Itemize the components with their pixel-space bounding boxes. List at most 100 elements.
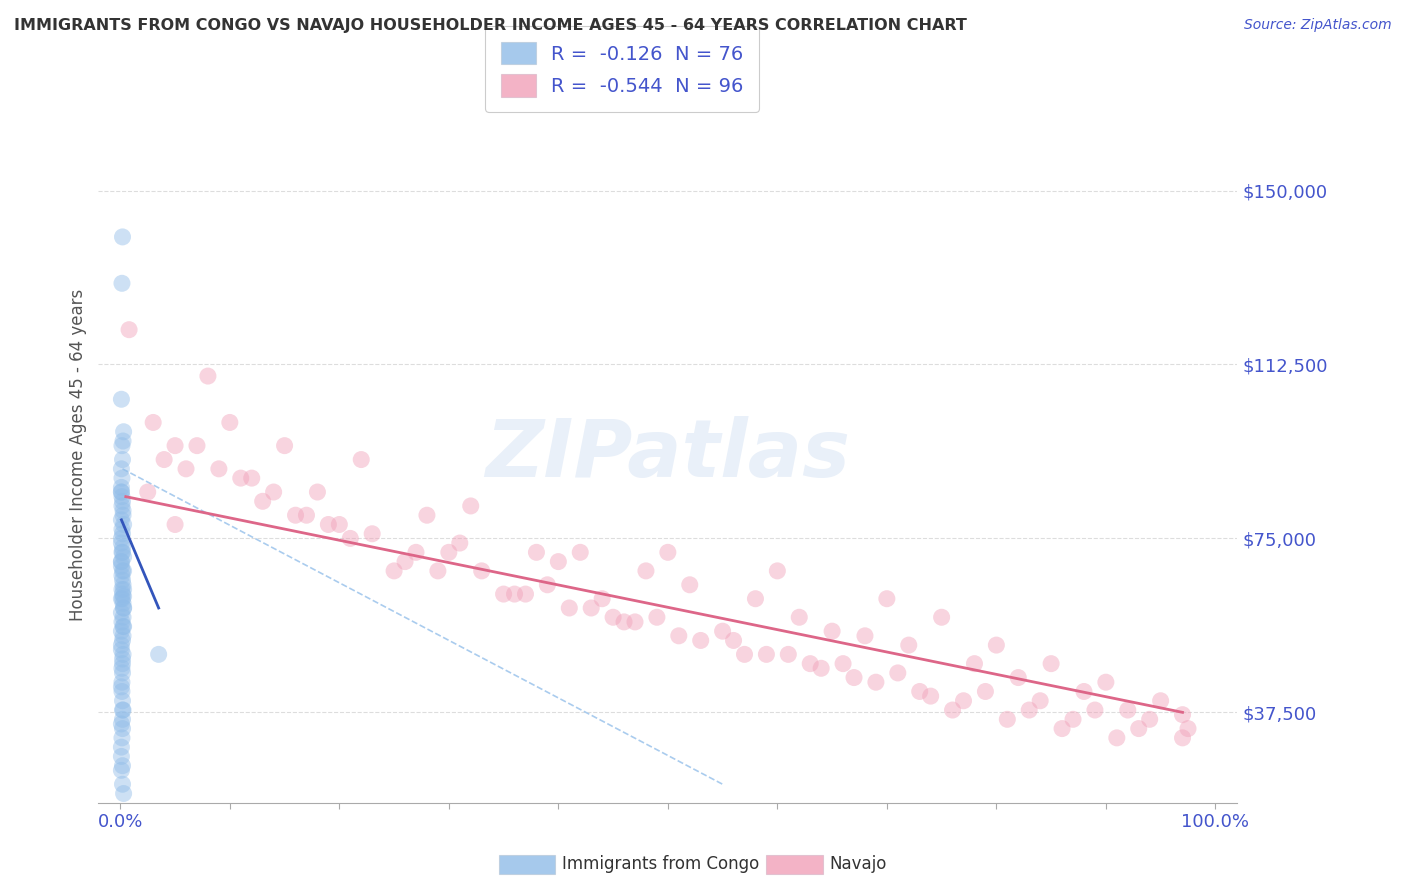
Point xyxy=(118,323,141,337)
Point xyxy=(111,591,134,606)
Point xyxy=(111,703,134,717)
Point xyxy=(110,485,132,500)
Point xyxy=(110,591,132,606)
Point xyxy=(111,564,134,578)
Point xyxy=(111,526,134,541)
Point xyxy=(110,555,132,569)
Point xyxy=(536,578,558,592)
Point xyxy=(263,485,285,500)
Point xyxy=(111,661,134,675)
Point xyxy=(1084,703,1107,717)
Point xyxy=(111,722,134,736)
Text: Immigrants from Congo: Immigrants from Congo xyxy=(562,855,759,873)
Point xyxy=(218,416,240,430)
Point xyxy=(952,694,974,708)
Point xyxy=(111,633,134,648)
Point xyxy=(112,703,135,717)
Point xyxy=(876,591,898,606)
Point xyxy=(112,648,135,662)
Point xyxy=(111,657,134,671)
Point xyxy=(111,499,134,513)
Point xyxy=(624,615,647,629)
Point xyxy=(547,555,569,569)
Point xyxy=(111,684,134,698)
Point xyxy=(382,564,405,578)
Point xyxy=(810,661,832,675)
Point xyxy=(111,490,134,504)
Text: Navajo: Navajo xyxy=(830,855,887,873)
Point xyxy=(110,717,132,731)
Point xyxy=(110,749,132,764)
Point xyxy=(112,590,135,604)
Point xyxy=(908,684,931,698)
Point xyxy=(1062,712,1084,726)
Point xyxy=(284,508,307,523)
Point xyxy=(339,532,361,546)
Point xyxy=(111,494,134,508)
Point xyxy=(842,671,865,685)
Point xyxy=(240,471,263,485)
Point xyxy=(657,545,679,559)
Point xyxy=(689,633,711,648)
Point xyxy=(942,703,965,717)
Point xyxy=(821,624,844,639)
Point xyxy=(579,601,602,615)
Point xyxy=(887,665,910,680)
Point xyxy=(112,619,135,633)
Point xyxy=(112,787,135,801)
Point xyxy=(111,675,134,690)
Point xyxy=(569,545,592,559)
Point xyxy=(668,629,690,643)
Point xyxy=(755,648,778,662)
Point xyxy=(111,665,134,680)
Point xyxy=(766,564,789,578)
Point xyxy=(112,578,135,592)
Point xyxy=(350,452,373,467)
Y-axis label: Householder Income Ages 45 - 64 years: Householder Income Ages 45 - 64 years xyxy=(69,289,87,621)
Point xyxy=(112,425,135,439)
Point xyxy=(1029,694,1052,708)
Text: ZIPatlas: ZIPatlas xyxy=(485,416,851,494)
Point xyxy=(148,648,170,662)
Point xyxy=(111,694,134,708)
Point xyxy=(318,517,340,532)
Point xyxy=(112,508,135,523)
Point xyxy=(112,434,135,448)
Point xyxy=(799,657,821,671)
Point xyxy=(558,601,581,615)
Point xyxy=(1018,703,1040,717)
Point xyxy=(111,777,134,791)
Point xyxy=(361,526,384,541)
Point xyxy=(437,545,460,559)
Point xyxy=(307,485,329,500)
Point xyxy=(405,545,427,559)
Point xyxy=(1007,671,1029,685)
Point xyxy=(865,675,887,690)
Point xyxy=(111,573,134,587)
Point xyxy=(602,610,624,624)
Point xyxy=(110,638,132,652)
Legend: R =  -0.126  N = 76, R =  -0.544  N = 96: R = -0.126 N = 76, R = -0.544 N = 96 xyxy=(485,26,759,112)
Point xyxy=(591,591,613,606)
Point xyxy=(1139,712,1161,726)
Point xyxy=(832,657,855,671)
Point xyxy=(112,582,135,597)
Point xyxy=(165,517,187,532)
Point xyxy=(110,555,132,569)
Point xyxy=(111,615,134,629)
Text: IMMIGRANTS FROM CONGO VS NAVAJO HOUSEHOLDER INCOME AGES 45 - 64 YEARS CORRELATIO: IMMIGRANTS FROM CONGO VS NAVAJO HOUSEHOL… xyxy=(14,18,967,33)
Point xyxy=(111,230,134,244)
Text: Source: ZipAtlas.com: Source: ZipAtlas.com xyxy=(1244,18,1392,32)
Point xyxy=(328,517,350,532)
Point xyxy=(526,545,548,559)
Point xyxy=(963,657,986,671)
Point xyxy=(679,578,702,592)
Point xyxy=(295,508,318,523)
Point xyxy=(111,545,134,559)
Point xyxy=(1171,707,1194,722)
Point xyxy=(995,712,1018,726)
Point xyxy=(110,392,132,407)
Point xyxy=(111,439,134,453)
Point xyxy=(1095,675,1118,690)
Point xyxy=(111,587,134,601)
